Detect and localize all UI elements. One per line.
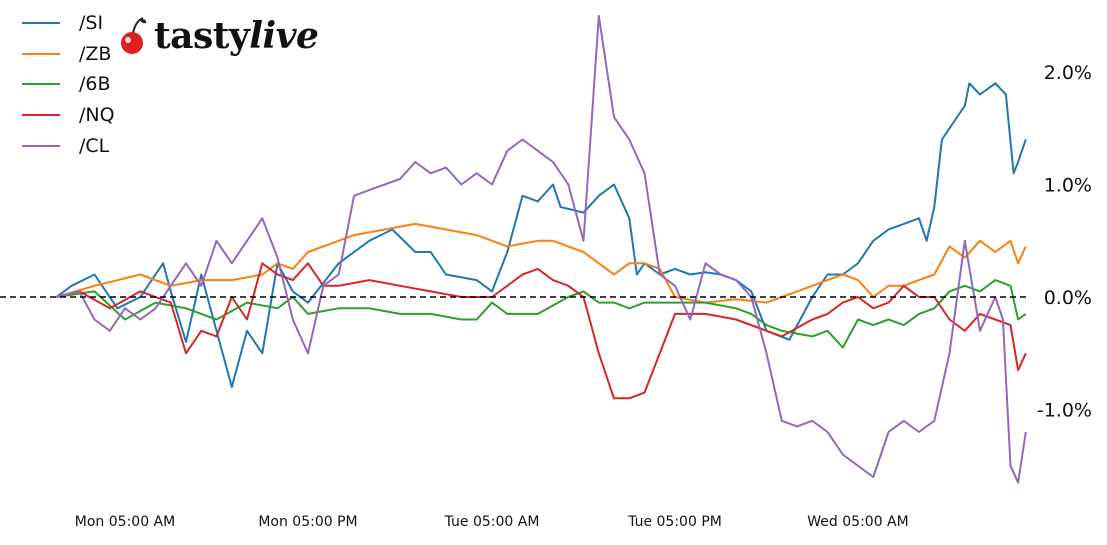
legend-swatch-6b: [22, 83, 60, 86]
brand-wordmark-part1: tasty: [154, 15, 250, 57]
legend-swatch-cl: [22, 144, 60, 147]
series-line-si: [55, 82, 1027, 388]
cherry-icon: [121, 17, 147, 54]
legend-label-zb: /ZB: [79, 42, 112, 65]
legend: /SI /ZB /6B /NQ /CL: [22, 8, 115, 161]
x-tick-label: Mon 05:00 AM: [75, 514, 175, 530]
legend-item-si: /SI: [22, 8, 115, 39]
y-tick-label: 2.0%: [1044, 62, 1092, 84]
x-tick-label: Tue 05:00 PM: [627, 514, 722, 530]
legend-swatch-zb: [22, 52, 60, 55]
y-tick-label: 1.0%: [1044, 175, 1092, 197]
legend-label-si: /SI: [79, 12, 104, 35]
series-line-cl: [56, 14, 1027, 484]
x-tick-label: Mon 05:00 PM: [258, 514, 357, 530]
series-lines: [55, 14, 1027, 484]
x-axis-tick-labels: Mon 05:00 AM Mon 05:00 PM Tue 05:00 AM Tue …: [75, 514, 909, 530]
brand-logo: tastylive: [118, 10, 319, 62]
y-tick-label: -1.0%: [1037, 400, 1092, 422]
legend-item-cl: /CL: [22, 130, 115, 161]
legend-swatch-si: [22, 22, 60, 25]
legend-label-nq: /NQ: [79, 104, 115, 127]
legend-swatch-nq: [22, 114, 60, 117]
brand-wordmark: tastylive: [154, 15, 319, 57]
legend-label-6b: /6B: [79, 73, 111, 96]
x-tick-label: Wed 05:00 AM: [807, 514, 908, 530]
series-line-zb: [56, 222, 1027, 304]
y-tick-label: 0.0%: [1044, 287, 1092, 309]
legend-item-nq: /NQ: [22, 100, 115, 131]
legend-item-6b: /6B: [22, 69, 115, 100]
brand-wordmark-part2: live: [249, 15, 319, 57]
x-tick-label: Tue 05:00 AM: [444, 514, 540, 530]
y-axis-tick-labels: 2.0% 1.0% 0.0% -1.0%: [1037, 62, 1092, 422]
legend-item-zb: /ZB: [22, 39, 115, 70]
legend-label-cl: /CL: [79, 134, 110, 157]
series-line-6b: [56, 279, 1027, 349]
